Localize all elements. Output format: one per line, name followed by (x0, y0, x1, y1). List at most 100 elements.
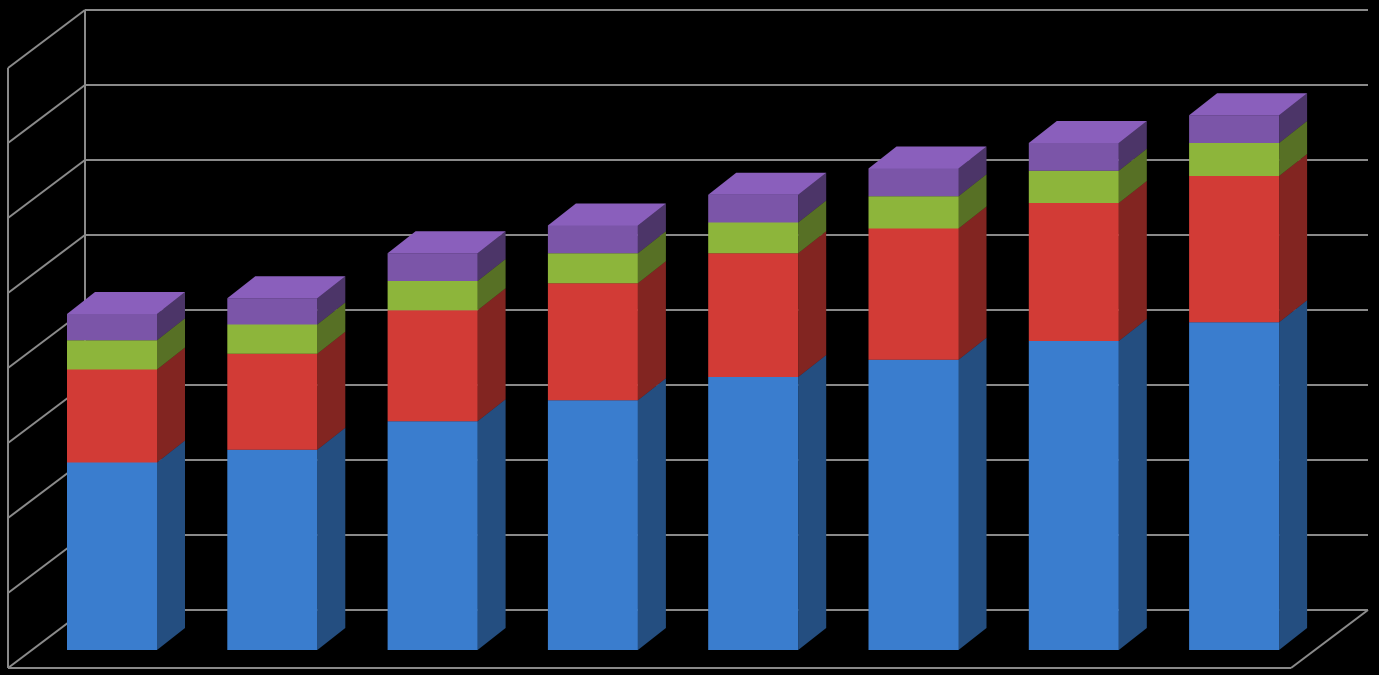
bar-front (227, 298, 318, 325)
bar-side (1279, 121, 1308, 176)
bar-side (477, 259, 506, 311)
bar-front (387, 253, 478, 281)
bar-front (868, 228, 959, 360)
bar-segment (868, 337, 987, 650)
bar-side (637, 378, 666, 650)
bar-side (798, 172, 827, 223)
bar-front (67, 340, 157, 370)
bar-segment (547, 261, 666, 401)
bar-side (637, 261, 666, 401)
bar-segment (547, 378, 666, 650)
bar-front (547, 253, 638, 284)
bar-side (157, 292, 185, 341)
bar-segment (708, 231, 827, 377)
bar-front (1028, 341, 1119, 650)
bar-segment (387, 231, 506, 281)
bar-segment (708, 355, 827, 650)
bar-side (958, 146, 987, 197)
bar-front (868, 359, 959, 650)
bar-front (1028, 143, 1119, 171)
side-grid-line (7, 234, 86, 294)
bar-segment (868, 174, 987, 229)
bar-side (1279, 93, 1308, 143)
bar-front (67, 369, 157, 463)
bar-side (317, 427, 346, 650)
bar-front (387, 421, 478, 650)
bar-side (1118, 148, 1147, 203)
bar-front (708, 222, 799, 254)
bar-top (1028, 121, 1147, 143)
bar-segment (1028, 121, 1147, 171)
bar-segment (868, 206, 987, 360)
bar-front (1028, 203, 1119, 341)
bar-side (477, 231, 506, 281)
bar-front (67, 462, 157, 650)
bar-front (1189, 115, 1280, 143)
bar-segment (1028, 181, 1147, 341)
bar-segment (1189, 93, 1308, 143)
bar-segment (1189, 154, 1308, 323)
bar-side (958, 174, 987, 229)
side-grid-line (7, 9, 86, 69)
bar-top (227, 276, 346, 299)
bar-top (67, 292, 185, 314)
bar-side (157, 440, 185, 650)
bar-side (157, 318, 185, 370)
bar-front (708, 253, 799, 377)
bar-segment (227, 302, 346, 354)
bar-front (387, 310, 478, 422)
bar-segment (227, 427, 346, 650)
bar-top (708, 172, 827, 195)
bar-segment (387, 288, 506, 422)
bar-front (387, 281, 478, 311)
bar-side (637, 203, 666, 254)
bar-side (798, 355, 827, 650)
bar-side (637, 231, 666, 284)
bar-front (868, 196, 959, 229)
bar-front (547, 400, 638, 650)
bar-segment (227, 276, 346, 325)
bar-side (477, 288, 506, 422)
bar-segment (868, 146, 987, 197)
bar-top (868, 146, 987, 169)
bar-side (798, 200, 827, 254)
bar-side (1279, 300, 1308, 650)
bar-front (1189, 143, 1280, 176)
bar-segment (67, 318, 185, 370)
bar-segment (67, 292, 185, 341)
bar-segment (1189, 121, 1308, 176)
bar-segment (67, 440, 185, 650)
bar-segment (1189, 300, 1308, 650)
bar-front (547, 225, 638, 254)
bar-side (317, 302, 346, 354)
bar-front (708, 377, 799, 650)
bar-segment (227, 331, 346, 450)
side-grid-line (7, 84, 86, 144)
bar-segment (1028, 319, 1147, 650)
bar-side (1118, 319, 1147, 650)
bar-front (1028, 170, 1119, 203)
bar-front (227, 324, 318, 354)
bar-side (798, 231, 827, 377)
bar-top (387, 231, 506, 254)
bar-side (157, 347, 185, 463)
bar-top (547, 203, 666, 226)
bar-side (1118, 181, 1147, 341)
bar-front (227, 353, 318, 450)
bar-side (1279, 154, 1308, 323)
bar-front (67, 314, 157, 341)
bar-segment (547, 203, 666, 254)
bar-side (317, 331, 346, 450)
bar-front (227, 449, 318, 650)
bar-front (547, 283, 638, 401)
floor-edge (1290, 609, 1369, 669)
side-grid-line (7, 159, 86, 219)
bar-segment (387, 399, 506, 650)
bar-segment (1028, 148, 1147, 203)
bar-side (958, 337, 987, 650)
bar-side (317, 276, 346, 325)
bar-segment (67, 347, 185, 463)
